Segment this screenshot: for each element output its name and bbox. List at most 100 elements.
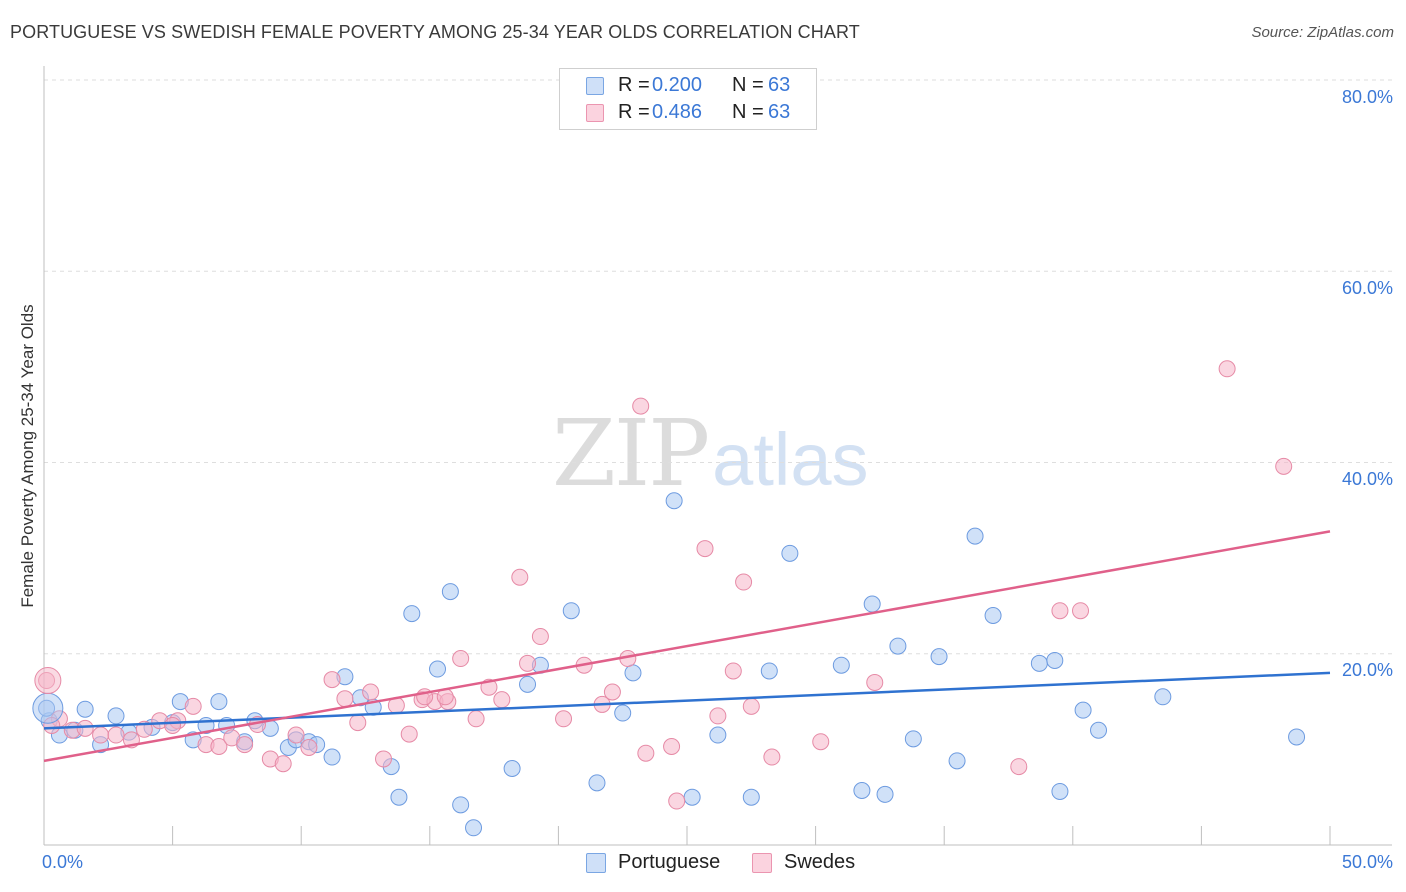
swedes-legend-label: Swedes <box>784 851 856 873</box>
swedes-legend-swatch <box>752 853 772 873</box>
swedes-point <box>375 750 393 768</box>
swedes-point <box>300 738 318 756</box>
legend-r-value: 0.200 <box>652 74 703 96</box>
portuguese-point <box>1154 688 1172 706</box>
swedes-point <box>668 792 686 810</box>
portuguese-point <box>876 785 894 803</box>
portuguese-point <box>1051 782 1069 800</box>
swedes-point <box>663 738 681 756</box>
swedes-point <box>1051 602 1069 620</box>
portuguese-point <box>1030 654 1048 672</box>
portuguese-point <box>863 595 881 613</box>
swedes-point <box>742 697 760 715</box>
swedes-point <box>603 683 621 701</box>
swedes-trend-line <box>43 530 1331 763</box>
portuguese-point <box>624 664 642 682</box>
swedes-point <box>287 726 305 744</box>
portuguese-point <box>984 607 1002 624</box>
swedes-point <box>493 691 511 709</box>
swedes-point <box>763 748 781 766</box>
x-tick-label-max: 50.0% <box>1341 852 1393 872</box>
legend-n-value: 63 <box>768 74 791 96</box>
portuguese-point <box>930 648 948 666</box>
portuguese-point <box>32 692 64 724</box>
swedes-point <box>467 710 485 728</box>
portuguese-point <box>614 704 632 722</box>
swedes-point <box>519 654 537 672</box>
portuguese-point <box>832 656 850 674</box>
portuguese-point <box>588 774 606 792</box>
y-tick-label-60: 60.0% <box>1341 278 1393 298</box>
swedes-point <box>632 397 650 415</box>
portuguese-point <box>709 726 727 744</box>
portuguese-point <box>519 675 537 693</box>
portuguese-legend-swatch <box>586 853 606 873</box>
portuguese-point <box>562 602 580 620</box>
swedes-point <box>724 662 742 680</box>
swedes-point <box>866 673 884 691</box>
y-tick-label-80: 80.0% <box>1341 87 1393 107</box>
portuguese-point <box>683 788 701 806</box>
portuguese-point <box>1046 651 1064 669</box>
swedes-point <box>696 540 714 558</box>
portuguese-point <box>742 788 760 806</box>
portuguese-point <box>465 819 483 837</box>
portuguese-point <box>210 693 228 711</box>
portuguese-point <box>853 781 871 799</box>
swedes-swatch <box>586 104 604 122</box>
swedes-point <box>336 690 354 708</box>
swedes-point <box>236 736 254 754</box>
swedes-point <box>76 719 94 737</box>
portuguese-trend-line <box>43 671 1331 730</box>
swedes-point <box>107 726 125 744</box>
y-tick-label-20: 20.0% <box>1341 660 1393 680</box>
portuguese-point <box>1288 728 1306 746</box>
swedes-point <box>362 683 380 701</box>
portuguese-point <box>390 788 408 806</box>
swedes-point <box>637 744 655 762</box>
swedes-point <box>709 707 727 725</box>
swedes-point <box>184 697 202 715</box>
portuguese-point <box>904 730 922 748</box>
swedes-point <box>531 628 549 646</box>
swedes-point <box>92 726 110 744</box>
portuguese-point <box>323 748 341 766</box>
swedes-point <box>1218 360 1236 378</box>
swedes-point <box>400 725 418 743</box>
portuguese-point <box>781 544 799 562</box>
swedes-point <box>1072 602 1090 620</box>
swedes-point <box>735 573 753 591</box>
swedes-point <box>812 733 830 751</box>
swedes-point <box>452 650 470 668</box>
portuguese-point <box>889 637 907 655</box>
portuguese-point <box>1074 701 1092 719</box>
portuguese-legend-label: Portuguese <box>618 851 721 873</box>
chart-title: PORTUGUESE VS SWEDISH FEMALE POVERTY AMO… <box>10 22 860 42</box>
swedes-point <box>164 716 182 734</box>
portuguese-point <box>452 796 470 814</box>
portuguese-point <box>665 492 683 510</box>
legend-r-label: R = <box>618 74 650 96</box>
portuguese-point <box>76 700 94 718</box>
swedes-point <box>511 568 529 586</box>
swedes-point <box>34 667 62 695</box>
y-tick-label-40: 40.0% <box>1341 469 1393 489</box>
portuguese-swatch <box>586 77 604 95</box>
portuguese-point <box>1090 721 1108 739</box>
portuguese-point <box>503 760 521 777</box>
swedes-point <box>274 755 292 773</box>
portuguese-point <box>948 752 966 770</box>
swedes-point <box>210 738 228 756</box>
swedes-point <box>349 714 367 732</box>
swedes-point <box>1275 457 1293 475</box>
chart-source: Source: ZipAtlas.com <box>1251 24 1394 41</box>
swedes-point <box>1010 758 1028 776</box>
portuguese-point <box>107 707 125 725</box>
legend-r-value: 0.486 <box>652 101 703 123</box>
x-tick-label-min: 0.0% <box>42 852 84 872</box>
portuguese-point <box>403 605 421 623</box>
swedes-point <box>555 710 573 728</box>
swedes-point <box>323 671 341 689</box>
portuguese-point <box>441 583 459 601</box>
